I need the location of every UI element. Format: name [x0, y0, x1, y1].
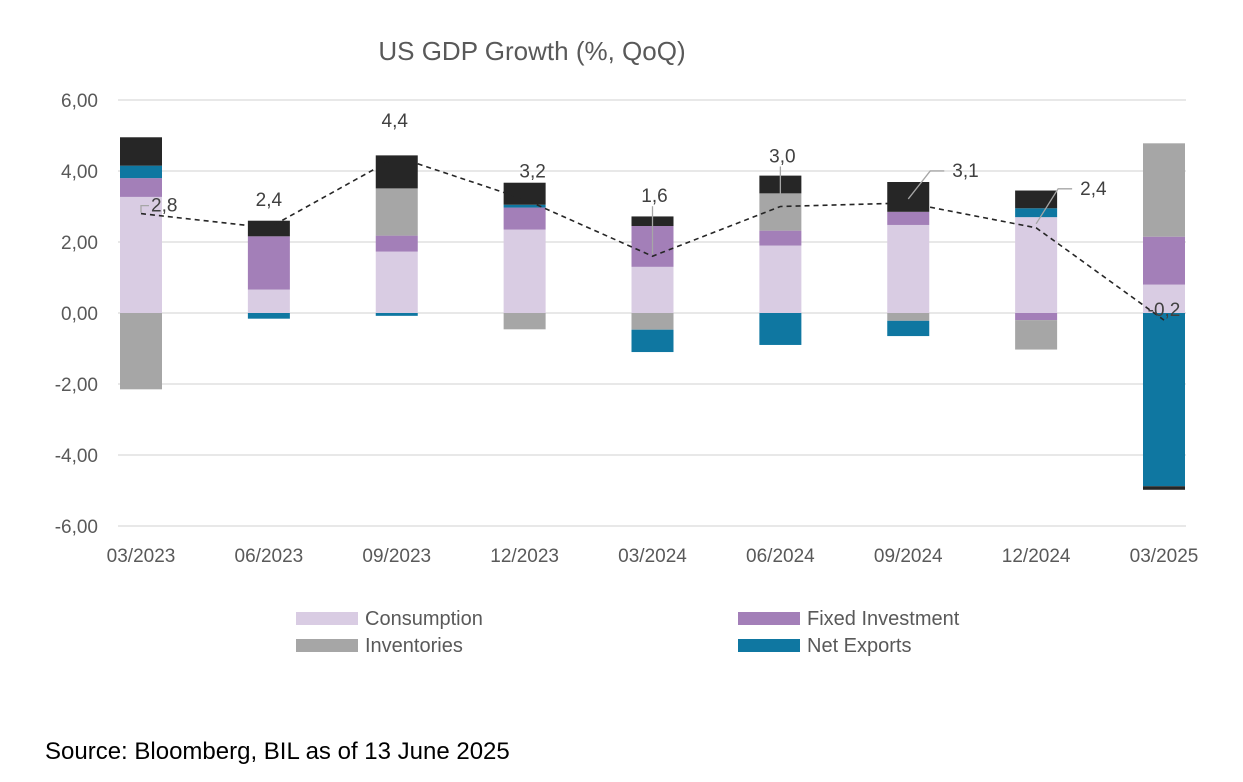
bar-segment-inventories	[887, 313, 930, 321]
bar-segment-consumption	[375, 251, 418, 313]
total-growth-dashed-line	[140, 155, 1165, 321]
y-tick-label: 6,00	[61, 91, 98, 112]
total-data-label: -0,2	[1148, 300, 1181, 321]
bar-segment-consumption	[631, 266, 674, 313]
x-tick-label: 09/2023	[362, 546, 431, 567]
bar-segment-consumption	[1015, 217, 1058, 313]
bar-segment-other	[503, 182, 546, 205]
x-tick-label: 03/2024	[618, 546, 687, 567]
y-tick-label: 2,00	[61, 233, 98, 254]
bar-segment-net-exports	[631, 329, 674, 353]
bar-segment-other	[1143, 486, 1185, 490]
legend-swatch	[296, 612, 358, 625]
chart-title: US GDP Growth (%, QoQ)	[378, 36, 685, 66]
legend-swatch	[296, 639, 358, 652]
y-tick-label: 0,00	[61, 304, 98, 325]
total-growth-line	[140, 155, 1165, 321]
y-tick-label: -2,00	[55, 375, 98, 396]
bar-segment-consumption	[247, 289, 290, 313]
bar-segment-net-exports	[503, 204, 546, 208]
bar-segment-consumption	[759, 245, 802, 313]
bar-segment-fixed-investment	[1143, 236, 1185, 285]
bar-segment-consumption	[120, 196, 162, 313]
total-data-label: 2,4	[256, 190, 283, 211]
bar-segment-fixed-investment	[759, 230, 802, 246]
y-tick-label: 4,00	[61, 162, 98, 183]
y-tick-label: -4,00	[55, 446, 98, 467]
bar-segment-other	[887, 182, 930, 212]
bar-segment-other	[375, 155, 418, 189]
total-data-labels: 2,8 2,4 4,4 3,2 1,6 3,0 3,1 2,4 -0,2	[140, 111, 1181, 321]
y-tick-label: -6,00	[55, 517, 98, 538]
bar-segment-inventories	[503, 313, 546, 330]
bar-segment-net-exports	[120, 165, 162, 179]
total-data-label: 4,4	[382, 111, 409, 132]
bar-segment-fixed-investment	[247, 236, 290, 290]
bar-segment-other	[1015, 190, 1058, 209]
total-data-label: 3,2	[519, 161, 545, 182]
stacked-bars	[120, 137, 1185, 490]
total-data-label: 1,6	[641, 186, 667, 207]
bar-segment-net-exports	[1143, 313, 1185, 487]
legend-label: Fixed Investment	[807, 608, 960, 630]
bar-segment-inventories	[631, 313, 674, 330]
bar-segment-fixed-investment	[120, 178, 162, 197]
bar-segment-consumption	[1143, 284, 1185, 313]
legend-label: Inventories	[365, 635, 463, 657]
bar-segment-other	[120, 137, 162, 166]
label-leader-line	[140, 204, 149, 213]
legend: Consumption Fixed Investment Inventories Ne…	[296, 608, 960, 657]
x-tick-label: 03/2025	[1130, 546, 1199, 567]
bar-segment-net-exports	[1015, 208, 1058, 218]
bar-segment-fixed-investment	[887, 211, 930, 225]
total-data-label: 3,0	[769, 147, 795, 168]
bar-segment-inventories	[375, 188, 418, 236]
x-tick-label: 06/2023	[235, 546, 304, 567]
total-data-label: 2,4	[1080, 179, 1107, 200]
x-axis-tick-labels: 03/2023 06/2023 09/2023 12/2023 03/2024 06/20…	[107, 546, 1199, 567]
legend-label: Net Exports	[807, 635, 911, 657]
x-tick-label: 12/2024	[1002, 546, 1071, 567]
bar-segment-net-exports	[759, 313, 802, 345]
x-tick-label: 09/2024	[874, 546, 943, 567]
bar-segment-inventories	[120, 313, 162, 390]
x-tick-label: 03/2023	[107, 546, 176, 567]
legend-swatch	[738, 639, 800, 652]
x-tick-label: 06/2024	[746, 546, 815, 567]
label-leader-line	[1035, 188, 1073, 225]
total-data-label: 2,8	[151, 196, 177, 217]
bar-segment-fixed-investment	[503, 207, 546, 230]
x-tick-label: 12/2023	[490, 546, 559, 567]
y-axis-tick-labels: 6,00 4,00 2,00 0,00 -2,00 -4,00 -6,00	[55, 91, 98, 538]
legend-label: Consumption	[365, 608, 483, 630]
bar-segment-consumption	[887, 224, 930, 313]
bar-segment-consumption	[503, 229, 546, 313]
bar-segment-inventories	[1143, 143, 1185, 237]
bar-segment-fixed-investment	[375, 235, 418, 252]
bar-segment-fixed-investment	[1015, 313, 1058, 321]
bar-segment-inventories	[1015, 320, 1058, 350]
legend-swatch	[738, 612, 800, 625]
bar-segment-net-exports	[375, 313, 418, 316]
total-data-label: 3,1	[952, 161, 978, 182]
source-note: Source: Bloomberg, BIL as of 13 June 202…	[45, 738, 510, 765]
label-leader-line	[907, 170, 945, 200]
bar-segment-net-exports	[887, 320, 930, 337]
bar-segment-net-exports	[247, 313, 290, 319]
